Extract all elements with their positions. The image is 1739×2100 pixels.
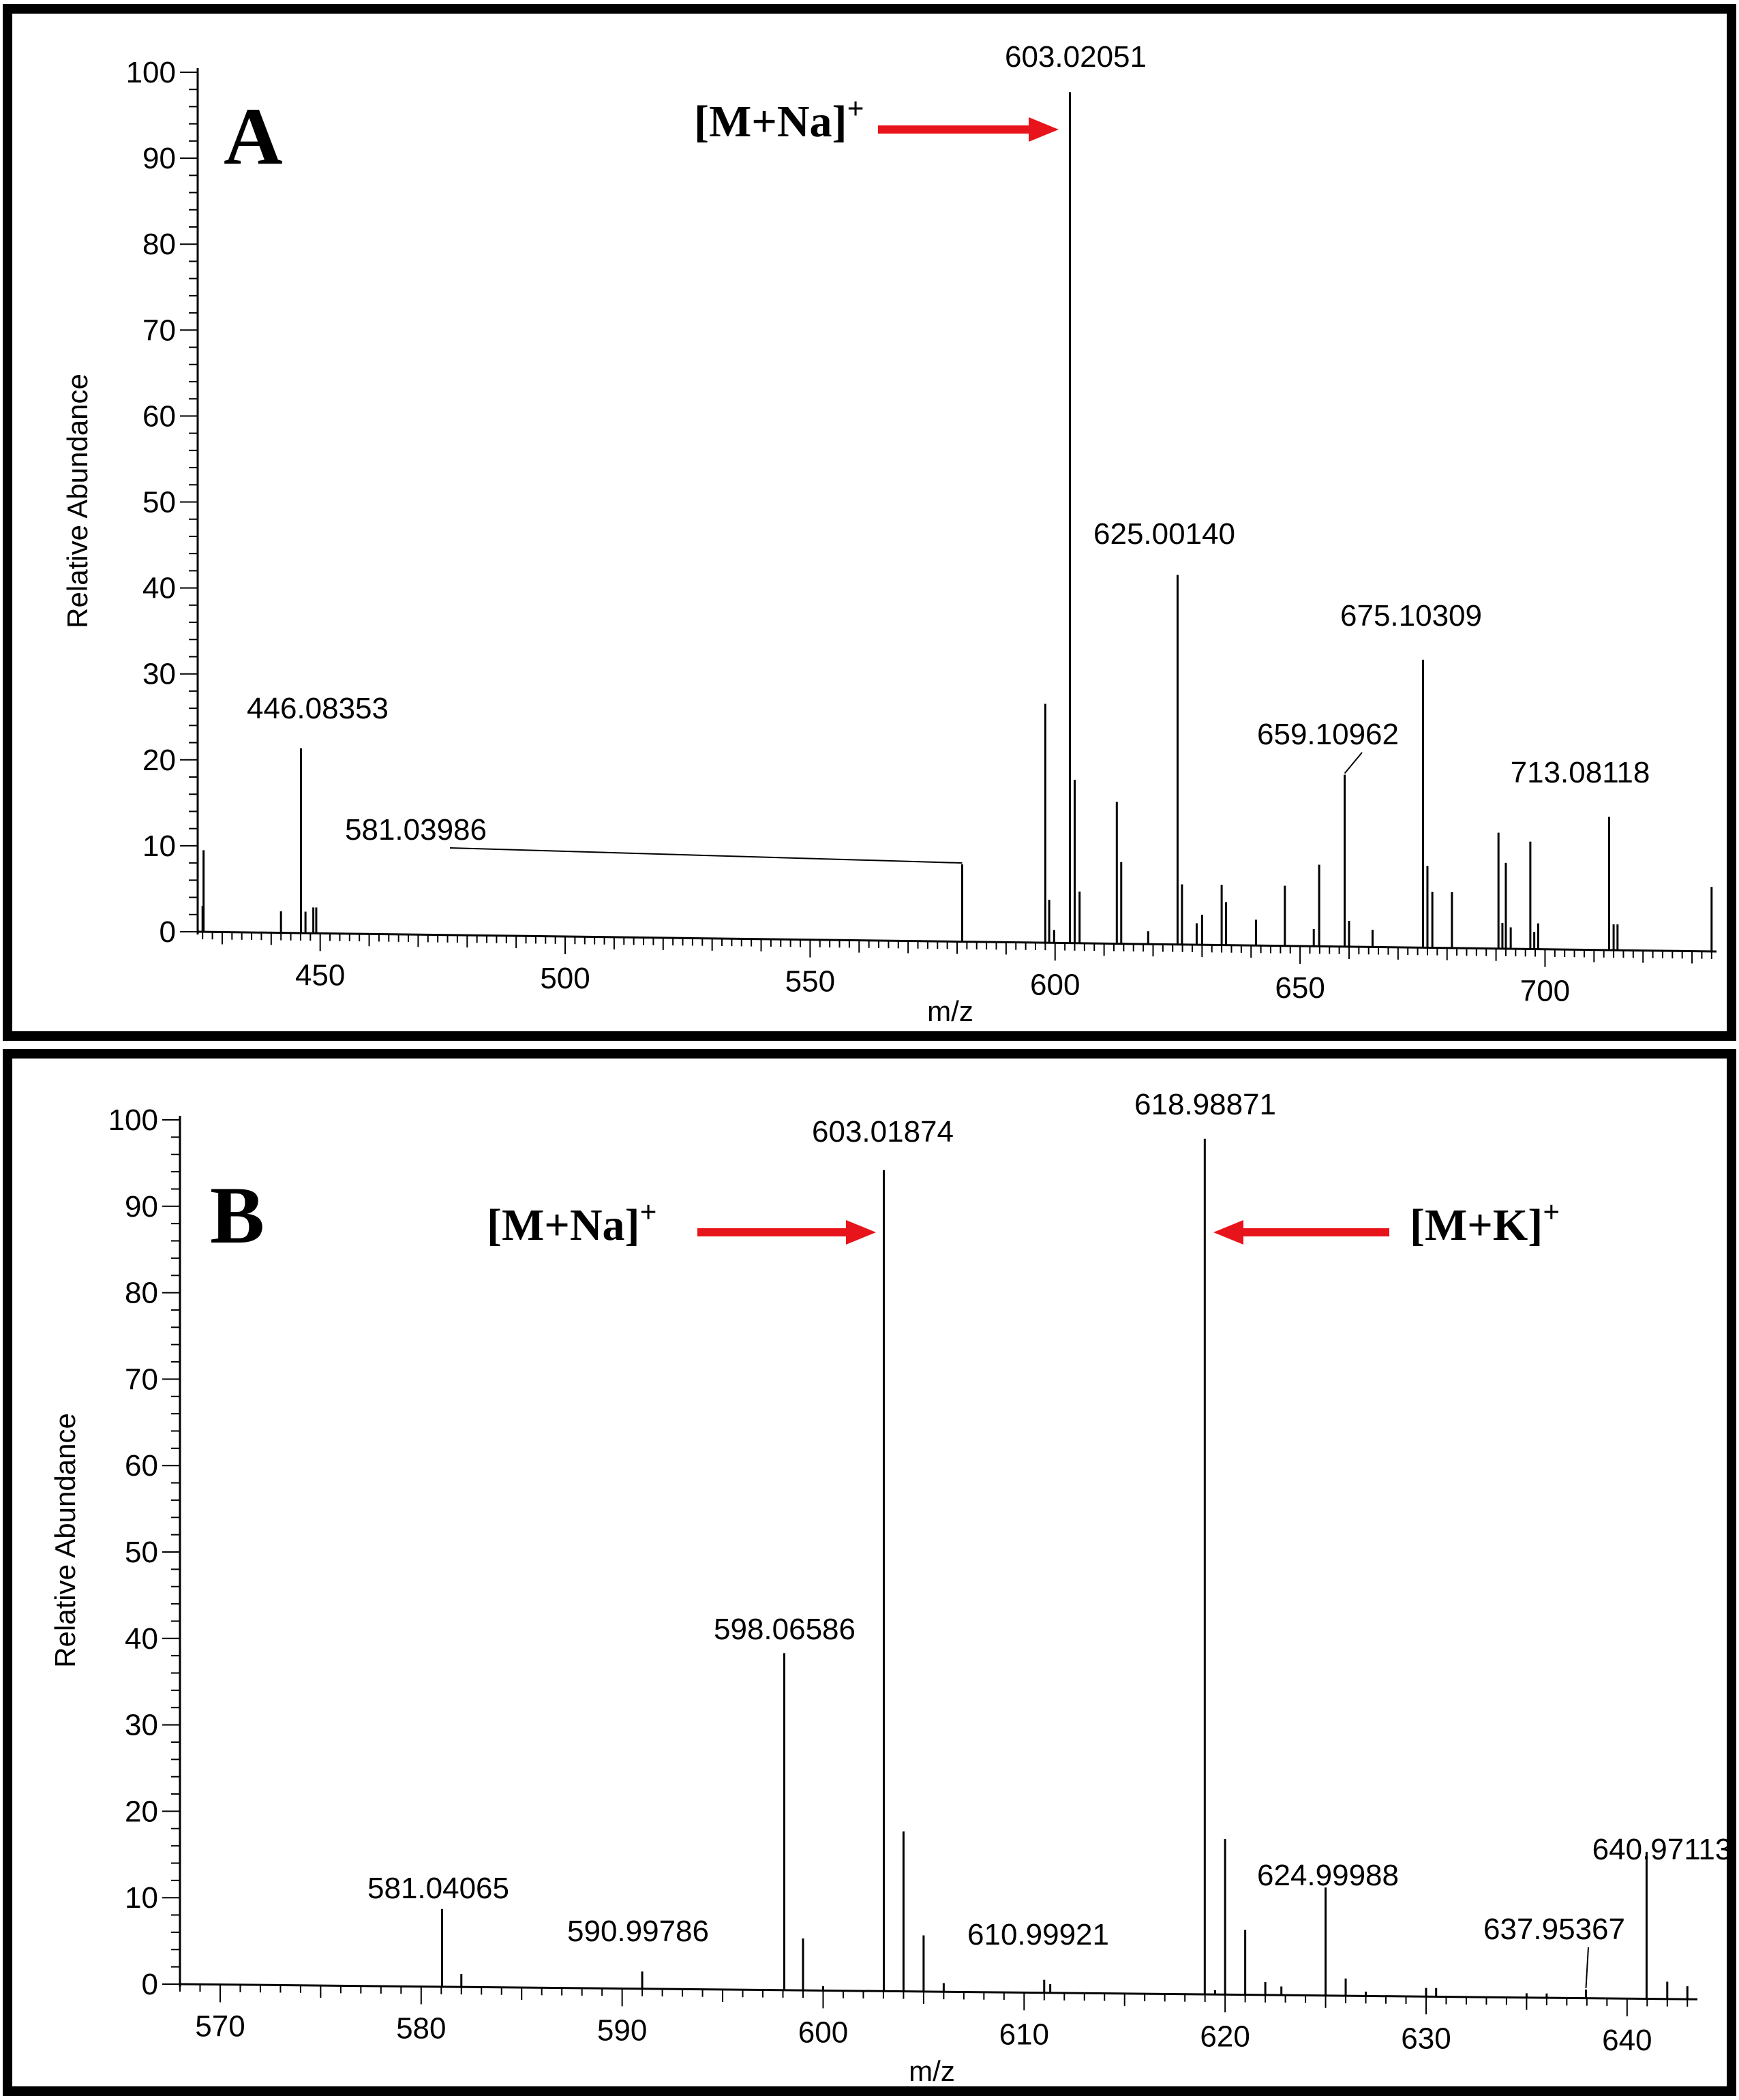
ion-label: [M+K]+ <box>1410 1196 1560 1250</box>
peak-label: 603.01874 <box>812 1115 954 1148</box>
peak-label: 598.06586 <box>714 1613 856 1646</box>
peak-label: 610.99921 <box>967 1918 1109 1951</box>
peak-label: 590.99786 <box>567 1915 709 1948</box>
peak-label: 625.00140 <box>1093 517 1235 551</box>
peak-label: 640.97113 <box>1592 1833 1727 1866</box>
y-tick-label: 80 <box>142 228 176 261</box>
x-tick-label: 640 <box>1602 2024 1652 2057</box>
x-tick-label: 580 <box>396 2012 446 2045</box>
y-tick-label: 50 <box>142 486 176 519</box>
x-tick-label: 610 <box>999 2018 1049 2051</box>
panel-letter: A <box>224 91 283 181</box>
chart-b: 0 10 20 30 40 50 60 70 80 90 100 570 580 590 600 610 620… <box>49 1088 1727 2086</box>
y-tick-label: 60 <box>125 1449 158 1482</box>
y-tick-label: 20 <box>142 744 176 777</box>
x-tick-label: 550 <box>785 965 835 999</box>
peak-label: 624.99988 <box>1257 1859 1399 1892</box>
y-axis-title: Relative Abundance <box>61 374 93 628</box>
ion-label-text: [M+Na] <box>694 97 847 147</box>
x-tick-label: 590 <box>597 2013 647 2047</box>
x-tick-label: 650 <box>1275 971 1325 1005</box>
peak-label: 581.03986 <box>345 813 487 847</box>
peak-leader-line <box>1585 1947 1589 1989</box>
x-tick-label: 600 <box>798 2015 848 2049</box>
ion-charge: + <box>847 92 864 125</box>
peak-label: 675.10309 <box>1340 599 1482 633</box>
ion-charge: + <box>1543 1196 1560 1229</box>
y-tick-label: 30 <box>125 1709 158 1742</box>
y-axis-title: Relative Abundance <box>49 1413 81 1668</box>
y-tick-label: 0 <box>142 1968 158 2001</box>
y-tick-label: 100 <box>126 56 176 89</box>
x-axis <box>197 930 1717 953</box>
y-tick-label: 90 <box>142 142 176 175</box>
peak-label: 713.08118 <box>1511 756 1650 789</box>
x-tick-label: 630 <box>1401 2022 1451 2055</box>
x-tick-label: 600 <box>1030 968 1080 1001</box>
panel-a: 0 10 20 30 40 50 60 70 80 90 100 450 500 550 600 650 700… <box>3 4 1736 1041</box>
peak-leader-line <box>1344 752 1363 774</box>
peak-label: 581.04065 <box>367 1872 509 1905</box>
x-tick-label: 500 <box>540 962 590 995</box>
y-tick-label: 70 <box>142 314 176 347</box>
ion-label: [M+Na]+ <box>487 1196 657 1250</box>
y-tick-label: 90 <box>125 1190 158 1223</box>
y-tick-label: 20 <box>125 1795 158 1828</box>
x-tick-label: 620 <box>1200 2020 1250 2053</box>
panel-b: 0 10 20 30 40 50 60 70 80 90 100 570 580 590 600 610 620… <box>3 1049 1736 2096</box>
y-tick-label: 100 <box>108 1104 158 1137</box>
y-tick-label: 10 <box>125 1881 158 1915</box>
ion-label: [M+Na]+ <box>694 92 864 147</box>
peak-label: 603.02051 <box>1005 40 1147 74</box>
peak-label: 618.98871 <box>1134 1088 1276 1121</box>
x-axis-title: m/z <box>909 2055 955 2086</box>
red-arrow-head <box>846 1220 876 1245</box>
red-arrow-head <box>1029 117 1059 142</box>
ion-label-text: [M+Na] <box>487 1200 640 1250</box>
x-tick-label: 450 <box>295 958 345 992</box>
red-arrow-head <box>1213 1220 1243 1245</box>
x-axis-title: m/z <box>927 995 973 1027</box>
x-axis <box>179 1983 1698 2000</box>
peak-label: 446.08353 <box>247 692 389 725</box>
x-tick-label: 700 <box>1520 975 1570 1008</box>
peak-leader-line <box>449 847 963 864</box>
y-tick-label: 30 <box>142 658 176 691</box>
y-tick-label: 70 <box>125 1363 158 1396</box>
y-tick-label: 10 <box>142 830 176 863</box>
peak-label: 659.10962 <box>1257 718 1399 751</box>
y-tick-label: 40 <box>142 572 176 605</box>
ion-label-text: [M+K] <box>1410 1200 1543 1250</box>
y-tick-label: 40 <box>125 1622 158 1656</box>
y-tick-label: 60 <box>142 399 176 433</box>
y-tick-label: 50 <box>125 1536 158 1569</box>
ion-charge: + <box>640 1196 657 1229</box>
panel-letter: B <box>210 1170 264 1260</box>
peak-label: 637.95367 <box>1483 1913 1625 1946</box>
y-tick-label: 80 <box>125 1277 158 1310</box>
y-tick-label: 0 <box>160 915 176 949</box>
chart-a: 0 10 20 30 40 50 60 70 80 90 100 450 500 550 600 650 700… <box>61 40 1717 1027</box>
x-tick-label: 570 <box>195 2010 245 2043</box>
